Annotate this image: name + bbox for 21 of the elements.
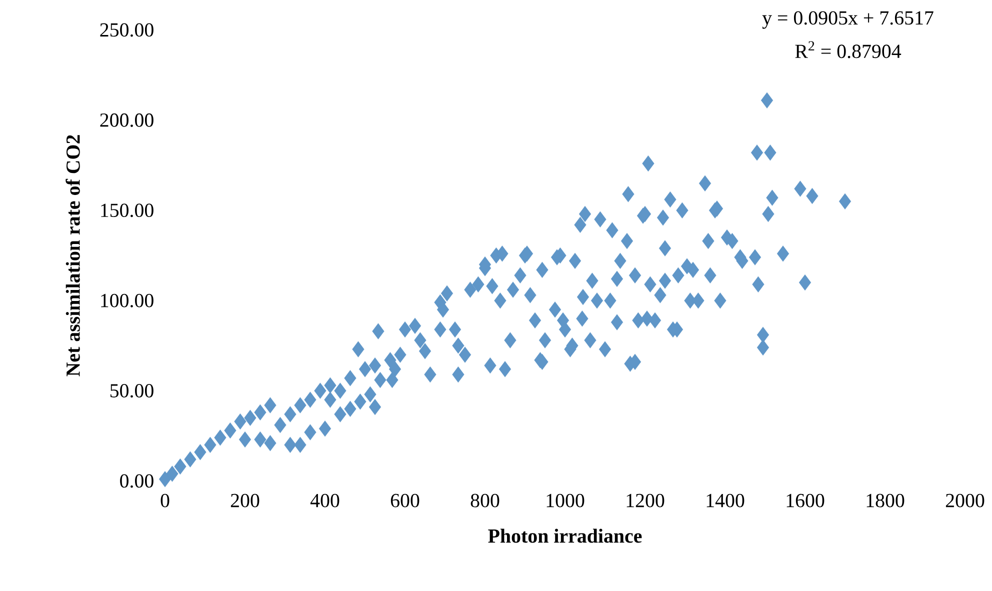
x-tick-label: 1200 <box>626 494 664 508</box>
y-tick-label: 200.00 <box>100 113 154 127</box>
text: y = 0.0905x + 7.6517 <box>762 11 934 29</box>
x-tick-label: 800 <box>470 494 500 508</box>
x-tick-label: 1000 <box>546 494 584 508</box>
y-tick-label: 150.00 <box>101 204 154 218</box>
y-tick-label: 100.00 <box>101 294 154 308</box>
x-tick-label: 1800 <box>866 494 904 508</box>
y-tick-label: 0.00 <box>120 474 154 488</box>
y-axis-title: Net assimilation rate of CO2 <box>66 135 80 376</box>
y-tick-label: 50.00 <box>110 384 154 398</box>
x-tick-label: 1600 <box>786 494 824 508</box>
annotation: R$^{2}$ = 0.87904 <box>795 41 902 58</box>
x-tick-label: 2000 <box>946 494 984 508</box>
x-axis-title: Photon irradiance <box>488 528 642 543</box>
x-tick-label: 200 <box>230 494 260 508</box>
x-tick-label: 600 <box>390 494 420 508</box>
x-tick-label: 0 <box>160 494 170 508</box>
x-tick-label: 400 <box>310 494 340 508</box>
x-tick-label: 1400 <box>706 494 744 508</box>
y-tick-label: 250.00 <box>100 23 154 37</box>
